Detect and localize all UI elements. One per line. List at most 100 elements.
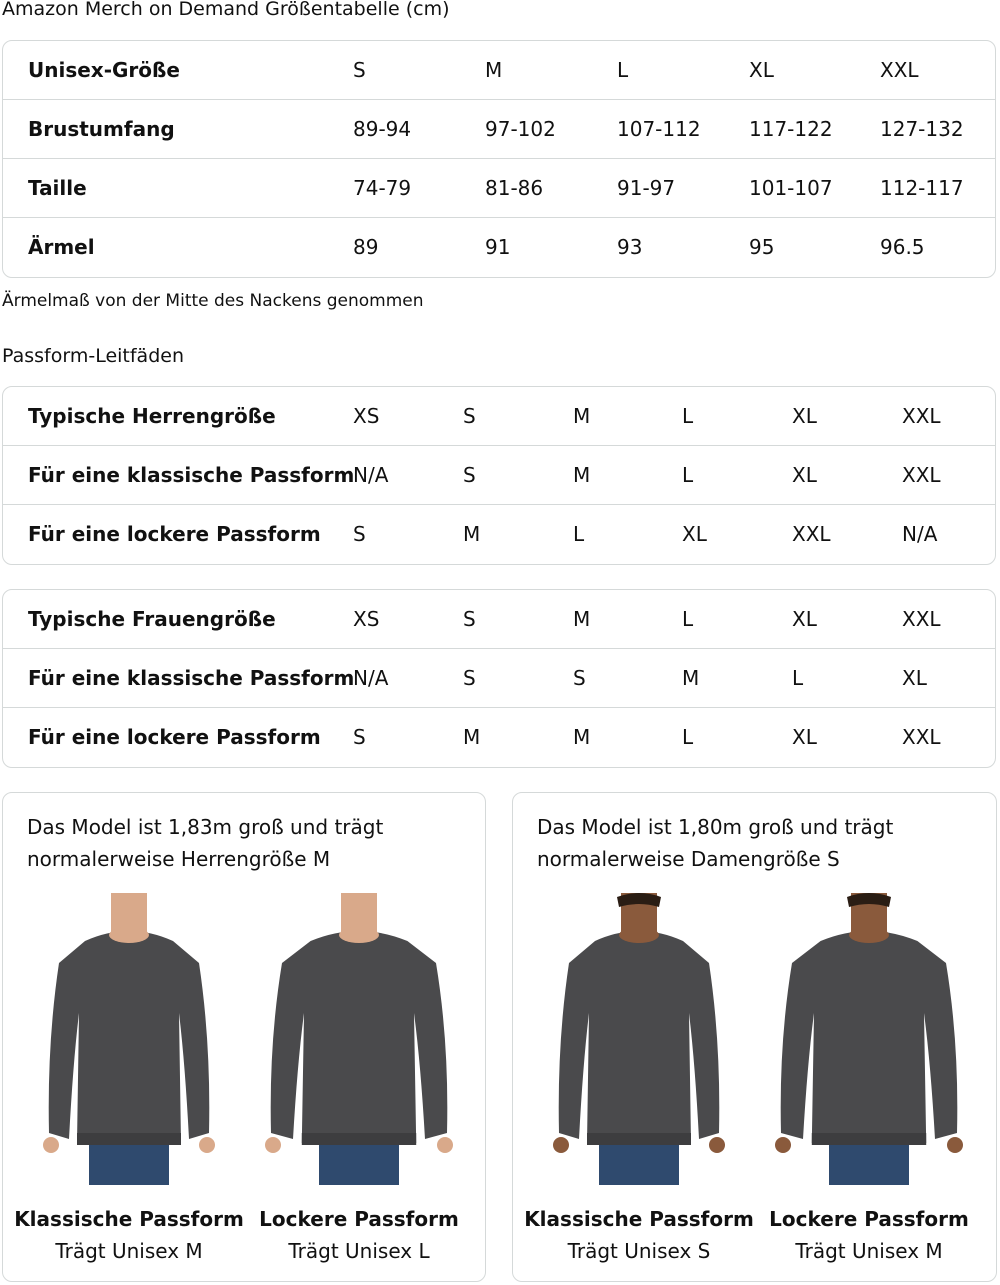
table-cell: XXL [880,58,919,82]
table-cell: 97-102 [485,117,556,141]
model-photo [539,893,739,1185]
table-cell: M [682,666,700,690]
fit-caption-size: Trägt Unisex S [567,1239,711,1263]
row-label: Für eine lockere Passform [28,725,321,749]
model-description: Das Model ist 1,80m groß und trägt normal… [537,811,893,875]
table-cell: XS [353,607,380,631]
table-row: Taille 74-79 81-86 91-97 101-107 112-117 [3,159,995,218]
table-cell: XL [792,607,817,631]
model-photo [259,893,459,1185]
table-cell: L [682,607,694,631]
table-cell: XL [902,666,927,690]
table-row: Ärmel 89 91 93 95 96.5 [3,218,995,277]
fit-caption-size: Trägt Unisex L [288,1239,430,1263]
table-cell: XXL [902,725,941,749]
table-cell: XL [749,58,774,82]
table-cell: XL [682,522,707,546]
table-cell: S [573,666,586,690]
table-row: Für eine klassische Passform N/A S S M L XL [3,649,995,708]
table-cell: 91 [485,235,511,259]
table-cell: XXL [792,522,831,546]
fit-caption-title: Klassische Passform [14,1207,244,1231]
model-description-line: Das Model ist 1,80m groß und trägt [537,815,894,839]
fit-caption: Lockere Passform Trägt Unisex L [239,1203,479,1267]
model-card-men: Das Model ist 1,83m groß und trägt normal… [2,792,486,1282]
table-row: Typische Frauengröße XS S M L XL XXL [3,590,995,649]
table-cell: 93 [617,235,643,259]
table-cell: 89-94 [353,117,412,141]
table-cell: S [463,404,476,428]
row-label: Unisex-Größe [28,58,180,82]
table-cell: N/A [902,522,938,546]
row-label: Taille [28,176,87,200]
table-cell: 107-112 [617,117,701,141]
table-cell: M [573,463,591,487]
table-cell: 127-132 [880,117,964,141]
table-cell: XXL [902,607,941,631]
table-cell: N/A [353,463,389,487]
table-cell: 96.5 [880,235,925,259]
table-cell: 101-107 [749,176,833,200]
table-cell: L [792,666,804,690]
table-cell: L [682,725,694,749]
women-fit-table: Typische Frauengröße XS S M L XL XXL Für eine k… [2,589,996,768]
fit-guide-title: Passform-Leitfäden [2,345,184,367]
fit-caption-title: Klassische Passform [524,1207,754,1231]
row-label: Für eine lockere Passform [28,522,321,546]
table-row: Für eine klassische Passform N/A S M L XL XXL [3,446,995,505]
fit-caption: Lockere Passform Trägt Unisex M [749,1203,989,1267]
fit-caption-title: Lockere Passform [259,1207,459,1231]
table-cell: S [463,463,476,487]
page-title: Amazon Merch on Demand Größentabelle (cm… [2,0,450,20]
row-label: Für eine klassische Passform [28,463,355,487]
table-cell: XL [792,725,817,749]
row-label: Typische Herrengröße [28,404,276,428]
men-fit-table: Typische Herrengröße XS S M L XL XXL Für eine k… [2,386,996,565]
row-label: Ärmel [28,235,95,259]
row-label: Typische Frauengröße [28,607,276,631]
fit-caption-size: Trägt Unisex M [55,1239,203,1263]
table-row: Unisex-Größe S M L XL XXL [3,41,995,100]
table-cell: 95 [749,235,775,259]
table-cell: 91-97 [617,176,676,200]
table-cell: 117-122 [749,117,833,141]
model-card-women: Das Model ist 1,80m groß und trägt normal… [512,792,997,1282]
table-cell: L [682,404,694,428]
fit-caption: Klassische Passform Trägt Unisex M [9,1203,249,1267]
table-cell: L [573,522,585,546]
table-row: Typische Herrengröße XS S M L XL XXL [3,387,995,446]
table-cell: S [463,607,476,631]
table-cell: 112-117 [880,176,964,200]
fit-caption: Klassische Passform Trägt Unisex S [519,1203,759,1267]
model-description-line: normalerweise Damengröße S [537,847,840,871]
table-cell: M [463,522,481,546]
row-label: Brustumfang [28,117,175,141]
table-cell: S [353,58,366,82]
table-row: Für eine lockere Passform S M L XL XXL N/A [3,505,995,564]
model-photo [769,893,969,1185]
table-cell: M [573,725,591,749]
table-cell: S [353,522,366,546]
table-cell: M [485,58,503,82]
table-cell: XS [353,404,380,428]
table-cell: 74-79 [353,176,412,200]
table-cell: XL [792,404,817,428]
table-row: Für eine lockere Passform S M M L XL XXL [3,708,995,767]
model-description-line: normalerweise Herrengröße M [27,847,331,871]
table-cell: 89 [353,235,379,259]
model-description: Das Model ist 1,83m groß und trägt normal… [27,811,383,875]
size-table: Unisex-Größe S M L XL XXL Brustumfang 89-94 97-1… [2,40,996,278]
table-cell: M [573,404,591,428]
table-cell: XXL [902,463,941,487]
fit-caption-size: Trägt Unisex M [795,1239,943,1263]
table-cell: 81-86 [485,176,544,200]
table-cell: S [463,666,476,690]
fit-caption-title: Lockere Passform [769,1207,969,1231]
model-description-line: Das Model ist 1,83m groß und trägt [27,815,384,839]
table-cell: N/A [353,666,389,690]
sleeve-note: Ärmelmaß von der Mitte des Nackens genom… [2,291,424,311]
table-cell: L [682,463,694,487]
table-cell: L [617,58,629,82]
table-cell: S [353,725,366,749]
table-row: Brustumfang 89-94 97-102 107-112 117-122 127-… [3,100,995,159]
